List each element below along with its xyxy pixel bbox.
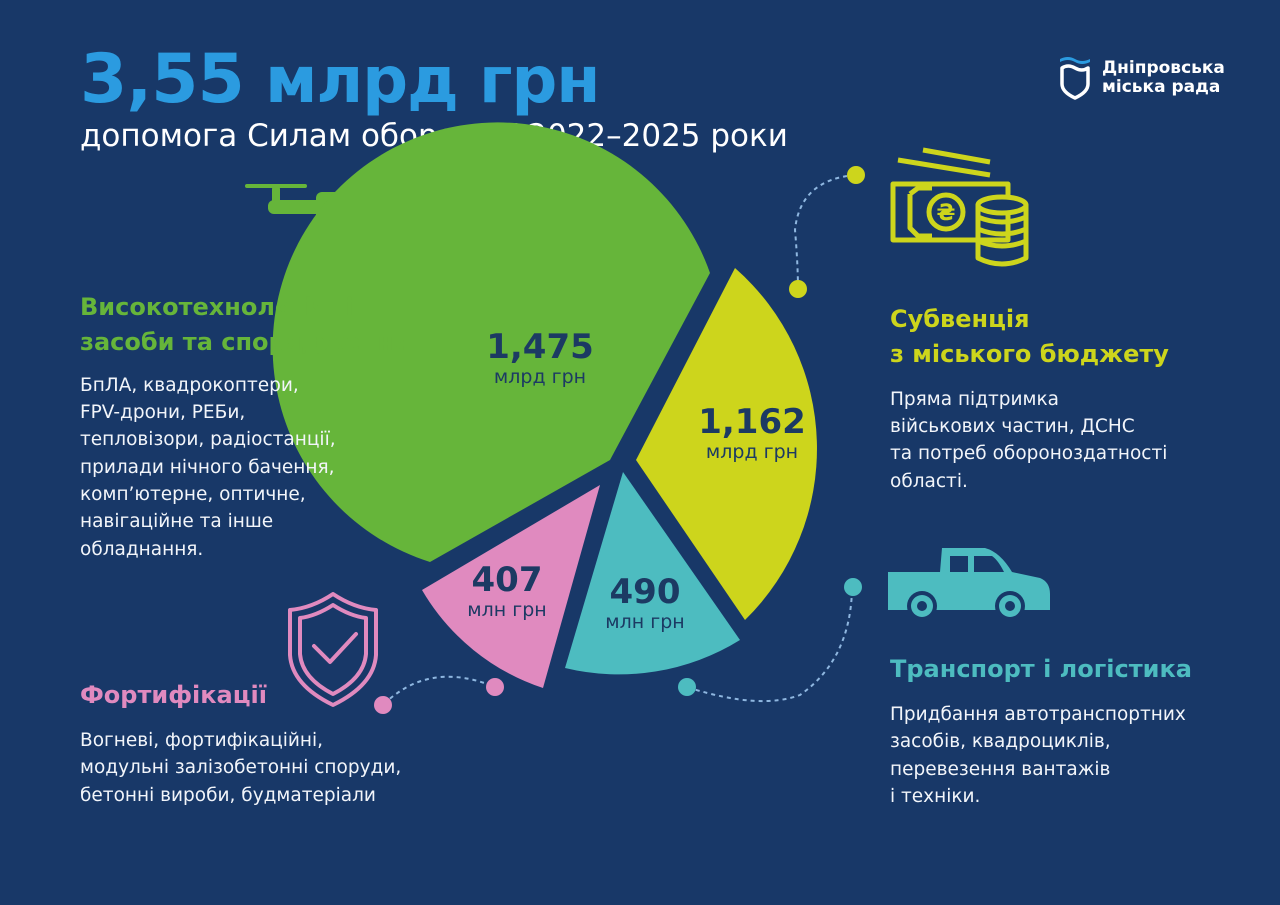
svg-text:₴: ₴ <box>937 201 956 226</box>
body-line: навігаційне та інше <box>80 511 274 533</box>
logo-line1: Дніпровська <box>1102 58 1225 79</box>
slice-unit: млрд грн <box>705 440 799 463</box>
shield-wave-icon <box>1060 57 1090 100</box>
category-body: Придбання автотранспортних засобів, квад… <box>890 701 1192 811</box>
body-line: комп’ютерне, оптичне, <box>80 484 306 506</box>
body-line: обладнання. <box>80 538 204 560</box>
headline-total: 3,55 млрд грн <box>80 46 601 114</box>
body-line: військових частин, ДСНС <box>890 415 1135 437</box>
category-transport: Транспорт і логістика Придбання автотран… <box>890 652 1192 810</box>
slice-label-hightech: 1,475 млрд грн <box>470 327 610 388</box>
body-line: та потреб обороноздатності <box>890 443 1168 465</box>
pie-slice-hightech[interactable] <box>272 122 710 562</box>
body-line: області. <box>890 470 968 492</box>
slice-value: 490 <box>609 572 681 612</box>
category-title: Субвенція з міського бюджету <box>890 302 1169 372</box>
title-line: Високотехнологічні <box>80 293 354 321</box>
pie-slice-subvention[interactable] <box>636 268 817 620</box>
body-line: тепловізори, радіостанції, <box>80 429 336 451</box>
slice-label-subvention: 1,162 млрд грн <box>682 402 822 463</box>
pie-chart <box>272 122 817 688</box>
category-title: Фортифікації <box>80 678 401 713</box>
pie-slice-fortification[interactable] <box>422 485 600 688</box>
slice-unit: млн грн <box>605 610 685 633</box>
category-hightech: Високотехнологічні засоби та спорядження… <box>80 290 409 563</box>
headline-unit: млрд грн <box>265 44 600 118</box>
title-line: засоби та спорядження <box>80 327 410 356</box>
body-line: прилади нічного бачення, <box>80 456 335 478</box>
pie-slice-transport[interactable] <box>565 472 740 675</box>
category-subvention: Субвенція з міського бюджету Пряма підтр… <box>890 302 1169 495</box>
body-line: Пряма підтримка <box>890 388 1059 410</box>
headline-amount: 3,55 <box>80 40 245 119</box>
title-line: Транспорт і логістика <box>890 655 1192 683</box>
body-line: БпЛА, квадрокоптери, <box>80 374 299 396</box>
slice-unit: млн грн <box>467 598 547 621</box>
slice-value: 1,162 <box>698 402 806 442</box>
body-line: Придбання автотранспортних <box>890 703 1186 725</box>
body-line: перевезення вантажів <box>890 758 1111 780</box>
title-line: Фортифікації <box>80 681 267 709</box>
shield-check-icon <box>288 592 378 707</box>
money-coins-icon: ₴ <box>890 147 1029 267</box>
category-title: Транспорт і логістика <box>890 652 1192 687</box>
category-body: Пряма підтримка військових частин, ДСНС … <box>890 386 1169 496</box>
category-body: Вогневі, фортифікаційні, модульні залізо… <box>80 727 401 809</box>
category-fortification: Фортифікації Вогневі, фортифікаційні, мо… <box>80 678 401 809</box>
body-line: засобів, квадроциклів, <box>890 731 1111 753</box>
slice-value: 407 <box>471 560 543 600</box>
body-line: бетонні вироби, будматеріали <box>80 784 376 806</box>
category-body: БпЛА, квадрокоптери, FPV-дрони, РЕБи, те… <box>80 372 409 564</box>
title-line: з міського бюджету <box>890 339 1169 368</box>
body-line: FPV-дрони, РЕБи, <box>80 401 246 423</box>
logo: Дніпровська міська рада <box>1058 56 1225 100</box>
logo-line2: міська рада <box>1102 77 1221 97</box>
slice-unit: млрд грн <box>493 365 587 388</box>
body-line: модульні залізобетонні споруди, <box>80 757 402 779</box>
category-title: Високотехнологічні засоби та спорядження <box>80 290 409 360</box>
body-line: і техніки. <box>890 785 981 807</box>
pickup-truck-icon <box>888 548 1050 621</box>
body-line: Вогневі, фортифікаційні, <box>80 729 324 751</box>
slice-label-transport: 490 млн грн <box>575 572 715 633</box>
slice-label-fortification: 407 млн грн <box>437 560 577 621</box>
slice-value: 1,475 <box>486 327 594 367</box>
title-line: Субвенція <box>890 305 1030 333</box>
